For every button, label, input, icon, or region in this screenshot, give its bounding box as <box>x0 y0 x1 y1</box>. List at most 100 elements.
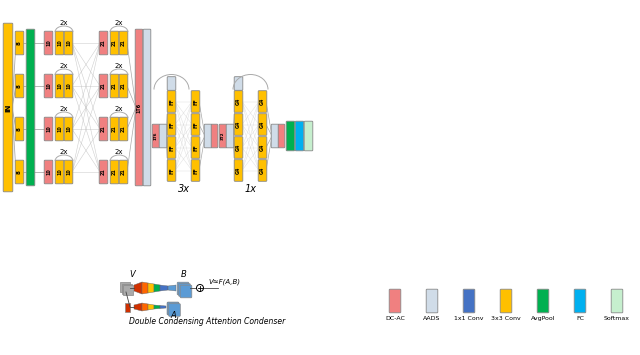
FancyBboxPatch shape <box>278 124 285 148</box>
Text: FF: FF <box>193 121 198 128</box>
Text: 3x: 3x <box>177 185 189 195</box>
Text: 1T6: 1T6 <box>154 132 158 140</box>
Text: V: V <box>129 270 135 279</box>
Text: 10: 10 <box>66 126 71 132</box>
FancyBboxPatch shape <box>44 74 53 98</box>
FancyBboxPatch shape <box>271 124 279 148</box>
FancyBboxPatch shape <box>135 29 143 186</box>
FancyBboxPatch shape <box>119 160 128 184</box>
Text: 8: 8 <box>17 170 22 174</box>
Text: 2x: 2x <box>60 149 68 155</box>
FancyBboxPatch shape <box>234 77 243 90</box>
FancyBboxPatch shape <box>191 137 200 158</box>
Text: 21: 21 <box>121 83 126 89</box>
FancyBboxPatch shape <box>55 117 64 141</box>
FancyBboxPatch shape <box>211 124 218 148</box>
FancyBboxPatch shape <box>167 137 176 158</box>
FancyBboxPatch shape <box>500 289 512 313</box>
Text: 21: 21 <box>101 40 106 47</box>
Polygon shape <box>134 303 142 311</box>
Text: 10: 10 <box>57 169 62 175</box>
FancyBboxPatch shape <box>304 121 313 151</box>
Text: 21: 21 <box>121 40 126 47</box>
FancyBboxPatch shape <box>44 31 53 55</box>
Text: 3T2: 3T2 <box>221 132 225 140</box>
FancyBboxPatch shape <box>258 114 267 135</box>
Text: FF: FF <box>193 98 198 105</box>
Circle shape <box>196 284 204 291</box>
Text: 3x3 Conv: 3x3 Conv <box>491 316 521 321</box>
Polygon shape <box>168 285 176 291</box>
FancyBboxPatch shape <box>15 31 24 55</box>
Text: 10: 10 <box>57 40 62 47</box>
Text: G4: G4 <box>236 98 241 105</box>
Bar <box>120 282 130 292</box>
FancyBboxPatch shape <box>110 117 119 141</box>
FancyBboxPatch shape <box>167 114 176 135</box>
Text: FF: FF <box>169 144 174 151</box>
Text: 21: 21 <box>112 169 117 175</box>
FancyBboxPatch shape <box>44 117 53 141</box>
Text: B: B <box>181 270 187 279</box>
FancyBboxPatch shape <box>537 289 549 313</box>
Text: G4: G4 <box>260 121 265 128</box>
FancyBboxPatch shape <box>167 302 179 315</box>
FancyBboxPatch shape <box>219 124 227 148</box>
Polygon shape <box>142 282 148 294</box>
Polygon shape <box>148 283 154 293</box>
Text: 10: 10 <box>66 169 71 175</box>
Text: Double Condensing Attention Condenser: Double Condensing Attention Condenser <box>129 317 285 326</box>
Text: FF: FF <box>169 167 174 174</box>
FancyBboxPatch shape <box>152 124 160 148</box>
FancyBboxPatch shape <box>15 160 24 184</box>
FancyBboxPatch shape <box>15 74 24 98</box>
FancyBboxPatch shape <box>258 137 267 158</box>
Text: 10: 10 <box>46 40 51 47</box>
FancyBboxPatch shape <box>3 23 13 192</box>
Text: A: A <box>170 311 176 320</box>
Bar <box>125 303 130 312</box>
Text: FF: FF <box>169 98 174 105</box>
Text: 21: 21 <box>101 83 106 89</box>
Text: 8: 8 <box>17 127 22 131</box>
FancyBboxPatch shape <box>110 31 119 55</box>
FancyBboxPatch shape <box>226 124 234 148</box>
Bar <box>122 284 131 294</box>
Text: G4: G4 <box>236 167 241 174</box>
FancyBboxPatch shape <box>167 160 176 181</box>
FancyBboxPatch shape <box>191 91 200 112</box>
FancyBboxPatch shape <box>258 160 267 181</box>
Text: 1x: 1x <box>244 185 257 195</box>
Text: 10: 10 <box>66 83 71 89</box>
FancyBboxPatch shape <box>119 74 128 98</box>
FancyBboxPatch shape <box>110 74 119 98</box>
FancyBboxPatch shape <box>15 117 24 141</box>
Text: DC-AC: DC-AC <box>385 316 405 321</box>
FancyBboxPatch shape <box>64 117 73 141</box>
FancyBboxPatch shape <box>286 121 295 151</box>
Text: 2x: 2x <box>60 20 68 26</box>
Polygon shape <box>154 305 160 309</box>
FancyBboxPatch shape <box>258 91 267 112</box>
Polygon shape <box>134 282 142 294</box>
Text: 2x: 2x <box>60 106 68 112</box>
FancyBboxPatch shape <box>64 74 73 98</box>
FancyBboxPatch shape <box>55 74 64 98</box>
Text: 2x: 2x <box>115 106 124 112</box>
Text: FC: FC <box>576 316 584 321</box>
FancyBboxPatch shape <box>295 121 304 151</box>
FancyBboxPatch shape <box>234 91 243 112</box>
FancyBboxPatch shape <box>119 31 128 55</box>
Polygon shape <box>148 304 154 310</box>
Text: G4: G4 <box>260 98 265 105</box>
FancyBboxPatch shape <box>204 124 212 148</box>
Text: FF: FF <box>169 121 174 128</box>
FancyBboxPatch shape <box>110 160 119 184</box>
Bar <box>123 285 133 295</box>
FancyBboxPatch shape <box>99 74 108 98</box>
FancyBboxPatch shape <box>159 124 167 148</box>
Text: 1x1 Conv: 1x1 Conv <box>454 316 484 321</box>
Text: 2x: 2x <box>115 149 124 155</box>
Text: AvgPool: AvgPool <box>531 316 556 321</box>
Text: 10: 10 <box>57 126 62 132</box>
